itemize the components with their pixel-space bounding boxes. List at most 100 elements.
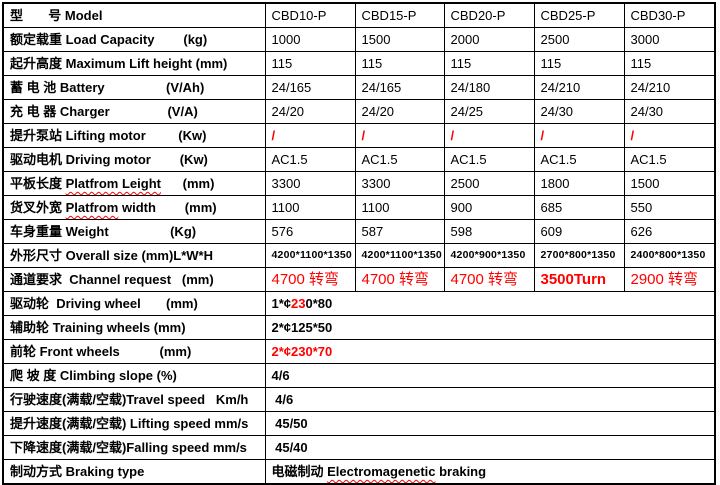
table-row: 额定载重 Load Capacity (kg) 1000 1500 2000 2500 3… [2, 27, 716, 52]
text-segment: AC1.5 [361, 152, 398, 167]
text-segment: 4700 转弯 [271, 271, 340, 288]
value-cell: 1100 [264, 195, 356, 220]
text-segment: 1100 [271, 200, 300, 215]
value-cell-span: 45/40 [264, 435, 716, 460]
text-segment: 2*¢230*70 [271, 344, 333, 359]
text-segment: 4700 转弯 [361, 271, 430, 288]
text-segment: AC1.5 [630, 152, 667, 167]
text-segment: 蓄 电 池 Battery (V/Ah) [10, 80, 205, 95]
value-cell: 24/210 [533, 75, 625, 100]
text-segment: 24/165 [361, 80, 402, 95]
value-cell: 626 [623, 219, 716, 244]
text-segment: AC1.5 [540, 152, 577, 167]
text-segment: (mm) [160, 176, 215, 191]
row-label-cell: 充 电 器 Charger (V/A) [2, 99, 266, 124]
text-segment: 24/210 [540, 80, 581, 95]
text-segment: 2*¢125*50 [271, 320, 333, 335]
value-cell: 115 [533, 51, 625, 76]
value-cell-span: 4/6 [264, 363, 716, 388]
value-cell: CBD15-P [354, 2, 445, 28]
value-cell: CBD10-P [264, 2, 356, 28]
table-row: 提升速度(满载/空载) Lifting speed mm/s 45/50 [2, 411, 716, 436]
row-label-cell: 爬 坡 度 Climbing slope (%) [2, 363, 266, 388]
text-segment: 型 号 Model [10, 8, 103, 23]
value-cell: 24/20 [354, 99, 445, 124]
table-row: 前轮 Front wheels (mm) 2*¢230*70 [2, 339, 716, 364]
text-segment: 行驶速度(满载/空载)Travel speed Km/h [10, 392, 249, 407]
row-label-cell: 起升高度 Maximum Lift height (mm) [2, 51, 266, 76]
text-segment: 平板长度 [10, 176, 66, 191]
text-segment: 辅助轮 Training wheels (mm) [10, 320, 186, 335]
text-segment: 2700*800*1350 [540, 249, 616, 262]
text-segment: / [361, 128, 366, 143]
value-cell: 576 [264, 219, 356, 244]
text-segment: 驱动轮 Driving wheel (mm) [10, 296, 198, 311]
value-cell: AC1.5 [264, 147, 356, 172]
table-row: 平板长度 Platfrom Leight (mm) 3300 3300 2500 180… [2, 171, 716, 196]
text-segment: Platfrom [65, 200, 119, 215]
row-label-cell: 货叉外宽 Platfrom width (mm) [2, 195, 266, 220]
text-segment: Platfrom Leight [65, 176, 161, 191]
value-cell: 2700*800*1350 [533, 243, 625, 268]
value-cell-span: 2*¢125*50 [264, 315, 716, 340]
text-segment: 24/210 [630, 80, 671, 95]
value-cell: / [443, 123, 535, 148]
value-cell: 1500 [354, 27, 445, 52]
text-segment: 24/165 [271, 80, 312, 95]
row-label-cell: 行驶速度(满载/空载)Travel speed Km/h [2, 387, 266, 412]
text-segment: 3300 [361, 176, 391, 191]
text-segment: 598 [450, 224, 473, 239]
text-segment: 起升高度 Maximum Lift height (mm) [10, 56, 228, 71]
text-segment: 3300 [271, 176, 301, 191]
value-cell: / [533, 123, 625, 148]
value-cell: 2000 [443, 27, 535, 52]
text-segment: 115 [450, 56, 472, 71]
value-cell: AC1.5 [533, 147, 625, 172]
text-segment: 115 [540, 56, 562, 71]
value-cell: 4200*1100*1350 [354, 243, 445, 268]
text-segment: 爬 坡 度 Climbing slope (%) [10, 368, 177, 383]
text-segment: CBD15-P [361, 8, 417, 23]
text-segment: 电磁制动 [271, 464, 328, 479]
text-segment: 3000 [630, 32, 660, 47]
text-segment: 1500 [361, 32, 391, 47]
text-segment: / [450, 128, 455, 143]
value-cell: 24/210 [623, 75, 716, 100]
text-segment: 提升速度(满载/空载) Lifting speed mm/s [10, 416, 249, 431]
table-row: 货叉外宽 Platfrom width (mm) 1100 1100 900 685 55… [2, 195, 716, 220]
text-segment: 45/40 [271, 440, 308, 455]
row-label-cell: 制动方式 Braking type [2, 459, 266, 485]
text-segment: 充 电 器 Charger (V/A) [10, 104, 198, 119]
text-segment: 4200*900*1350 [450, 249, 526, 262]
text-segment: 2400*800*1350 [630, 249, 706, 262]
text-segment: 4/6 [271, 368, 290, 383]
value-cell: 4700 转弯 [354, 267, 445, 292]
text-segment: 制动方式 Braking type [10, 464, 145, 479]
text-segment: AC1.5 [271, 152, 308, 167]
text-segment: CBD25-P [540, 8, 596, 23]
value-cell: 24/165 [264, 75, 356, 100]
text-segment: 587 [361, 224, 384, 239]
text-segment: 外形尺寸 Overall size (mm)L*W*H [10, 248, 213, 263]
value-cell: 2900 转弯 [623, 267, 716, 292]
value-cell: 4700 转弯 [264, 267, 356, 292]
table-row: 行驶速度(满载/空载)Travel speed Km/h 4/6 [2, 387, 716, 412]
value-cell: 550 [623, 195, 716, 220]
table-row: 驱动电机 Driving motor (Kw) AC1.5 AC1.5 AC1.5 AC… [2, 147, 716, 172]
text-segment: 23 [291, 296, 306, 311]
value-cell: 900 [443, 195, 535, 220]
value-cell: 115 [443, 51, 535, 76]
table-row: 制动方式 Braking type 电磁制动 Electromagenetic b… [2, 459, 716, 485]
text-segment: 1000 [271, 32, 301, 47]
value-cell: 115 [623, 51, 716, 76]
text-segment: 900 [450, 200, 473, 215]
text-segment: CBD30-P [630, 8, 686, 23]
text-segment: Electromagenetic [327, 464, 436, 479]
value-cell-span: 4/6 [264, 387, 716, 412]
value-cell: CBD30-P [623, 2, 716, 28]
text-segment: 2500 [540, 32, 570, 47]
text-segment: 4700 转弯 [450, 271, 519, 288]
text-segment: / [630, 128, 635, 143]
